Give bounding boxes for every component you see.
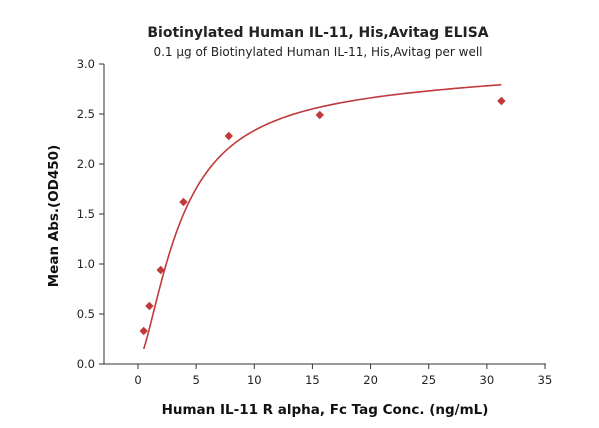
- data-points: [139, 96, 506, 336]
- x-tick-label: 35: [538, 373, 553, 387]
- x-tick-label: 10: [247, 373, 262, 387]
- fit-curve: [142, 83, 502, 350]
- y-tick-label: 0.0: [77, 357, 95, 371]
- y-tick-label: 0.5: [77, 307, 95, 321]
- y-tick-label: 2.5: [77, 107, 95, 121]
- x-tick-label: 20: [363, 373, 378, 387]
- data-point-diamond: [145, 301, 154, 311]
- axes: [103, 64, 546, 365]
- y-tick-label: 3.0: [77, 57, 95, 71]
- data-point-diamond: [315, 110, 324, 120]
- x-axis-label: Human IL-11 R alpha, Fc Tag Conc. (ng/mL…: [162, 402, 489, 418]
- x-tick-label: 30: [480, 373, 495, 387]
- x-tick-label: 5: [192, 373, 199, 387]
- x-tick-label: 0: [134, 373, 141, 387]
- data-point-diamond: [497, 96, 506, 106]
- chart-title: Biotinylated Human IL-11, His,Avitag ELI…: [147, 25, 488, 41]
- y-tick-label: 1.5: [77, 207, 95, 221]
- x-tick-label: 25: [421, 373, 436, 387]
- y-axis-label: Mean Abs.(OD450): [46, 145, 62, 288]
- x-tick-label: 15: [305, 373, 320, 387]
- y-axis-ticks: 0.0 0.5 1.0 1.5 2.0 2.5 3.0: [77, 57, 104, 371]
- x-axis-ticks: 0 5 10 15 20 25 30 35: [134, 364, 552, 387]
- y-tick-label: 1.0: [77, 257, 95, 271]
- y-tick-label: 2.0: [77, 157, 95, 171]
- data-point-diamond: [179, 197, 188, 207]
- data-point-diamond: [139, 326, 148, 336]
- data-point-diamond: [156, 265, 165, 275]
- data-point-diamond: [224, 131, 234, 141]
- chart-subtitle: 0.1 μg of Biotinylated Human IL-11, His,…: [153, 45, 482, 59]
